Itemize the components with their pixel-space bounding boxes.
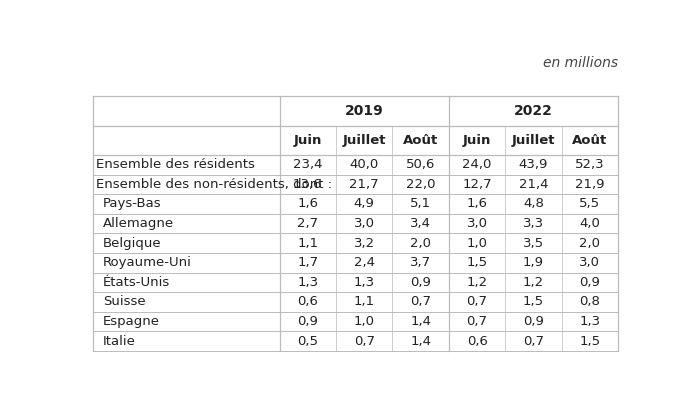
Text: 5,5: 5,5 xyxy=(579,197,600,210)
Text: 0,6: 0,6 xyxy=(466,334,487,348)
Text: 1,4: 1,4 xyxy=(410,315,431,328)
Text: 40,0: 40,0 xyxy=(350,158,379,171)
Text: 2022: 2022 xyxy=(514,104,553,118)
Text: 3,0: 3,0 xyxy=(466,217,488,230)
Text: 3,2: 3,2 xyxy=(354,237,375,249)
Text: en millions: en millions xyxy=(543,56,618,70)
Text: 0,7: 0,7 xyxy=(466,295,488,308)
Text: Royaume-Uni: Royaume-Uni xyxy=(103,256,192,269)
Text: 4,0: 4,0 xyxy=(579,217,600,230)
Text: Août: Août xyxy=(403,134,439,147)
Text: 2019: 2019 xyxy=(345,104,384,118)
Text: 21,7: 21,7 xyxy=(349,178,379,191)
Text: Suisse: Suisse xyxy=(103,295,146,308)
Text: 1,6: 1,6 xyxy=(297,197,319,210)
Text: 50,6: 50,6 xyxy=(406,158,435,171)
Text: 23,4: 23,4 xyxy=(293,158,323,171)
Text: 12,7: 12,7 xyxy=(462,178,492,191)
Text: 1,1: 1,1 xyxy=(297,237,319,249)
Text: 0,8: 0,8 xyxy=(579,295,600,308)
Text: 0,9: 0,9 xyxy=(523,315,544,328)
Text: 0,9: 0,9 xyxy=(297,315,319,328)
Text: 1,5: 1,5 xyxy=(466,256,488,269)
Text: Août: Août xyxy=(573,134,607,147)
Text: Ensemble des résidents: Ensemble des résidents xyxy=(96,158,255,171)
Text: 0,5: 0,5 xyxy=(297,334,319,348)
Text: 3,3: 3,3 xyxy=(523,217,544,230)
Text: 1,4: 1,4 xyxy=(410,334,431,348)
Text: 0,7: 0,7 xyxy=(410,295,431,308)
Text: 2,0: 2,0 xyxy=(579,237,600,249)
Text: Juin: Juin xyxy=(294,134,322,147)
Text: 43,9: 43,9 xyxy=(519,158,548,171)
Text: 0,7: 0,7 xyxy=(523,334,544,348)
Text: 2,0: 2,0 xyxy=(410,237,431,249)
Text: 3,0: 3,0 xyxy=(579,256,600,269)
Text: 0,7: 0,7 xyxy=(466,315,488,328)
Text: Juin: Juin xyxy=(463,134,491,147)
Text: Ensemble des non-résidents, dont :: Ensemble des non-résidents, dont : xyxy=(96,178,332,191)
Text: 1,5: 1,5 xyxy=(579,334,600,348)
Text: 1,6: 1,6 xyxy=(466,197,488,210)
Text: 1,3: 1,3 xyxy=(354,276,375,289)
Text: 4,8: 4,8 xyxy=(523,197,544,210)
Text: Pays-Bas: Pays-Bas xyxy=(103,197,162,210)
Text: Belgique: Belgique xyxy=(103,237,162,249)
Text: 0,9: 0,9 xyxy=(579,276,600,289)
Text: 1,5: 1,5 xyxy=(523,295,544,308)
Text: 1,1: 1,1 xyxy=(354,295,375,308)
Text: 2,7: 2,7 xyxy=(297,217,319,230)
Text: 3,5: 3,5 xyxy=(523,237,544,249)
Text: États-Unis: États-Unis xyxy=(103,276,170,289)
Text: 3,4: 3,4 xyxy=(410,217,431,230)
Text: 0,7: 0,7 xyxy=(354,334,375,348)
Text: 1,3: 1,3 xyxy=(579,315,600,328)
Text: 13,6: 13,6 xyxy=(293,178,323,191)
Text: 3,0: 3,0 xyxy=(354,217,375,230)
Text: 0,9: 0,9 xyxy=(410,276,431,289)
Text: 24,0: 24,0 xyxy=(462,158,492,171)
Text: 1,0: 1,0 xyxy=(354,315,375,328)
Text: 3,7: 3,7 xyxy=(410,256,431,269)
Text: 5,1: 5,1 xyxy=(410,197,431,210)
Text: 1,9: 1,9 xyxy=(523,256,544,269)
Text: 1,2: 1,2 xyxy=(523,276,544,289)
Text: 1,0: 1,0 xyxy=(466,237,488,249)
Text: Juillet: Juillet xyxy=(342,134,386,147)
Text: 1,2: 1,2 xyxy=(466,276,488,289)
Text: 0,6: 0,6 xyxy=(297,295,319,308)
Text: Italie: Italie xyxy=(103,334,136,348)
Text: 22,0: 22,0 xyxy=(406,178,435,191)
Text: 1,7: 1,7 xyxy=(297,256,319,269)
Text: Allemagne: Allemagne xyxy=(103,217,174,230)
Text: 21,9: 21,9 xyxy=(575,178,604,191)
Text: Espagne: Espagne xyxy=(103,315,160,328)
Text: 4,9: 4,9 xyxy=(354,197,375,210)
Text: 1,3: 1,3 xyxy=(297,276,319,289)
Text: Juillet: Juillet xyxy=(511,134,555,147)
Text: 21,4: 21,4 xyxy=(518,178,548,191)
Text: 52,3: 52,3 xyxy=(575,158,604,171)
Text: 2,4: 2,4 xyxy=(354,256,375,269)
